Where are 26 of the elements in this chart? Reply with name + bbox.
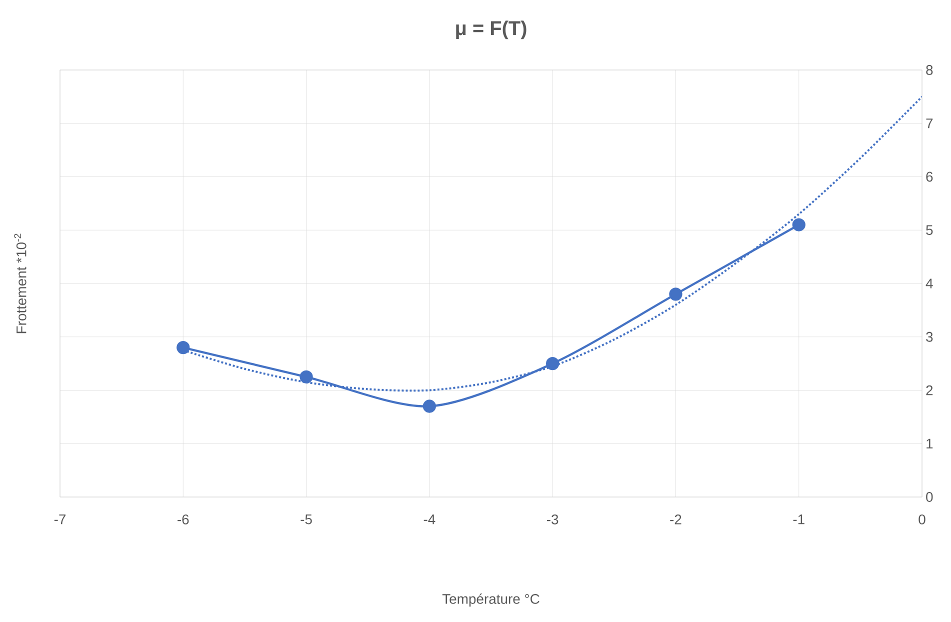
point: [669, 288, 682, 301]
y-tick-label: 2: [926, 385, 933, 396]
x-tick-label: -6: [178, 514, 189, 524]
y-tick-label: 8: [926, 65, 933, 75]
y-tick-label: 5: [926, 225, 933, 235]
point: [422, 400, 436, 413]
y-tick-label: 7: [926, 118, 933, 128]
x-tick-label: -5: [300, 514, 312, 524]
point: [176, 340, 190, 354]
point: [792, 218, 806, 232]
chart-title: μ = F(T): [456, 20, 526, 40]
x-tick-label: -7: [54, 514, 66, 524]
x-tick-label: -3: [547, 514, 558, 524]
x-tick-label: -2: [670, 514, 682, 524]
y-tick-label: 6: [926, 172, 933, 182]
point: [300, 370, 313, 384]
y-tick-label: 4: [926, 278, 933, 288]
x-tick-label: -1: [793, 514, 804, 524]
y-tick-label: 3: [926, 332, 933, 342]
x-axis-title: Température °C: [442, 593, 540, 607]
y-tick-label: 1: [926, 438, 933, 448]
y-axis-title: Frottement *10$^{-2}$: [14, 234, 26, 334]
x-tick-label: -4: [424, 514, 436, 524]
x-tick-label: 0: [918, 514, 926, 524]
y-tick-label: 0: [926, 492, 933, 502]
point: [546, 356, 560, 370]
